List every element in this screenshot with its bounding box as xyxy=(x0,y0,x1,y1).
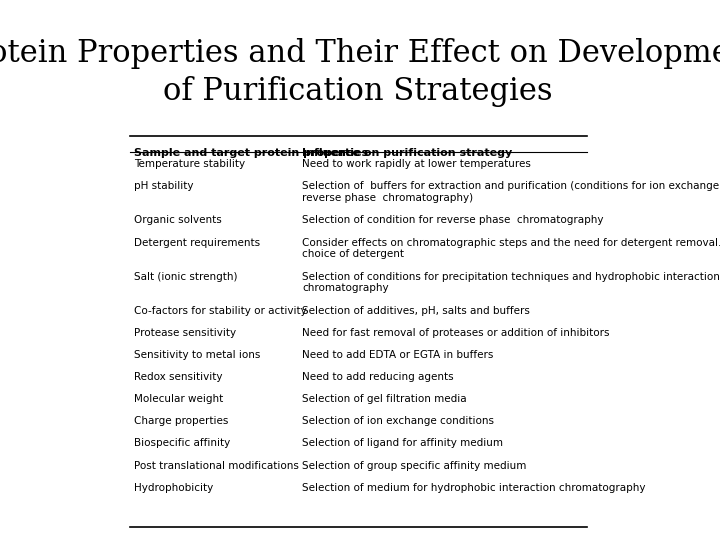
Text: Selection of condition for reverse phase  chromatography: Selection of condition for reverse phase… xyxy=(302,215,603,226)
Text: Need to add reducing agents: Need to add reducing agents xyxy=(302,372,454,382)
Text: Selection of ion exchange conditions: Selection of ion exchange conditions xyxy=(302,416,494,427)
Text: Charge properties: Charge properties xyxy=(134,416,228,427)
Text: Detergent requirements: Detergent requirements xyxy=(134,238,261,248)
Text: Molecular weight: Molecular weight xyxy=(134,394,223,404)
Text: Post translational modifications: Post translational modifications xyxy=(134,461,299,471)
Text: Salt (ionic strength): Salt (ionic strength) xyxy=(134,272,238,282)
Text: Selection of additives, pH, salts and buffers: Selection of additives, pH, salts and bu… xyxy=(302,306,530,316)
Text: Biospecific affinity: Biospecific affinity xyxy=(134,438,230,449)
Text: Co-factors for stability or activity: Co-factors for stability or activity xyxy=(134,306,307,316)
Text: Selection of conditions for precipitation techniques and hydrophobic interaction: Selection of conditions for precipitatio… xyxy=(302,272,720,293)
Text: Organic solvents: Organic solvents xyxy=(134,215,222,226)
Text: Need to work rapidly at lower temperatures: Need to work rapidly at lower temperatur… xyxy=(302,159,531,170)
Text: Consider effects on chromatographic steps and the need for detergent removal. co: Consider effects on chromatographic step… xyxy=(302,238,720,259)
Text: Selection of gel filtration media: Selection of gel filtration media xyxy=(302,394,467,404)
Text: Protease sensitivity: Protease sensitivity xyxy=(134,328,236,338)
Text: Temperature stability: Temperature stability xyxy=(134,159,246,170)
Text: Protein Properties and Their Effect on Development
of Purification Strategies: Protein Properties and Their Effect on D… xyxy=(0,38,720,107)
Text: Hydrophobicity: Hydrophobicity xyxy=(134,483,213,493)
Text: Sensitivity to metal ions: Sensitivity to metal ions xyxy=(134,350,261,360)
Text: Sample and target protein properties: Sample and target protein properties xyxy=(134,148,369,159)
Text: Selection of group specific affinity medium: Selection of group specific affinity med… xyxy=(302,461,526,471)
Text: Selection of  buffers for extraction and purification (conditions for ion exchan: Selection of buffers for extraction and … xyxy=(302,181,720,203)
Text: Redox sensitivity: Redox sensitivity xyxy=(134,372,222,382)
Text: pH stability: pH stability xyxy=(134,181,194,192)
Text: Influence on purification strategy: Influence on purification strategy xyxy=(302,148,513,159)
Text: Selection of ligand for affinity medium: Selection of ligand for affinity medium xyxy=(302,438,503,449)
Text: Need to add EDTA or EGTA in buffers: Need to add EDTA or EGTA in buffers xyxy=(302,350,493,360)
Text: Need for fast removal of proteases or addition of inhibitors: Need for fast removal of proteases or ad… xyxy=(302,328,610,338)
Text: Selection of medium for hydrophobic interaction chromatography: Selection of medium for hydrophobic inte… xyxy=(302,483,646,493)
